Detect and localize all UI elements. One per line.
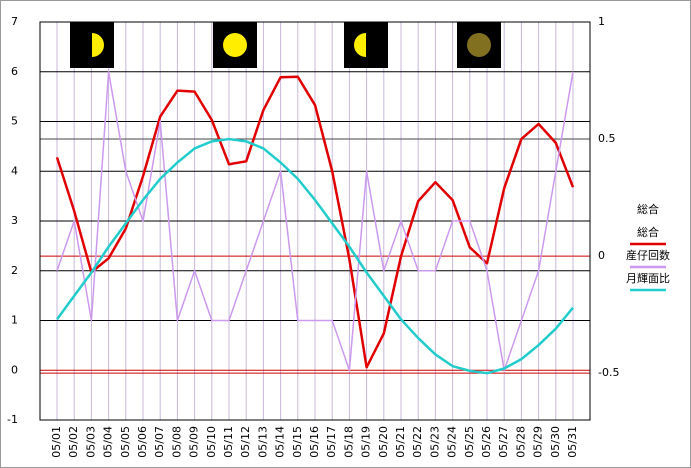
x-tick-label: 05/22	[411, 426, 424, 458]
moon-icon	[354, 33, 366, 57]
x-tick-label: 05/25	[463, 426, 476, 458]
x-tick-label: 05/04	[102, 426, 115, 458]
y-tick-label: 3	[11, 214, 18, 227]
x-tick-label: 05/05	[119, 426, 132, 458]
legend-label: 産仔回数	[626, 249, 670, 262]
x-tick-label: 05/20	[377, 426, 390, 458]
moon-icons	[70, 22, 501, 68]
x-tick-label: 05/08	[170, 426, 183, 458]
legend-label: 総合	[637, 225, 659, 239]
y2-tick-label: 1	[598, 15, 605, 28]
legend-label: 月輝面比	[626, 272, 670, 285]
x-tick-label: 05/02	[67, 426, 80, 458]
moon-icon	[223, 33, 247, 57]
plot-border	[39, 21, 591, 421]
x-tick-label: 05/03	[84, 426, 97, 458]
y-tick-label: 7	[11, 15, 18, 28]
x-tick-label: 05/14	[274, 426, 287, 458]
x-tick-label: 05/17	[325, 426, 338, 458]
x-tick-label: 05/27	[497, 426, 510, 458]
x-tick-label: 05/28	[514, 426, 527, 458]
y-tick-label: 6	[11, 65, 18, 78]
x-tick-label: 05/30	[549, 426, 562, 458]
y-tick-label: 2	[11, 264, 18, 277]
y-tick-label: 4	[11, 164, 18, 177]
moon-icon	[467, 33, 491, 57]
moon-icon	[92, 33, 104, 57]
legend-title: 総合	[637, 202, 659, 216]
x-tick-label: 05/15	[291, 426, 304, 458]
x-tick-label: 05/23	[428, 426, 441, 458]
series-line	[55, 137, 574, 375]
x-tick-label: 05/09	[188, 426, 201, 458]
x-tick-label: 05/29	[532, 426, 545, 458]
x-tick-label: 05/10	[205, 426, 218, 458]
x-tick-label: 05/26	[480, 426, 493, 458]
x-tick-label: 05/16	[308, 426, 321, 458]
y-tick-label: 1	[11, 314, 18, 327]
x-tick-label: 05/01	[50, 426, 63, 458]
x-tick-label: 05/18	[342, 426, 355, 458]
x-tick-label: 05/19	[360, 426, 373, 458]
y2-tick-label: 0.5	[598, 132, 616, 145]
x-tick-label: 05/21	[394, 426, 407, 458]
x-tick-label: 05/06	[136, 426, 149, 458]
x-tick-label: 05/24	[446, 426, 459, 458]
x-tick-label: 05/12	[239, 426, 252, 458]
x-tick-label: 05/07	[153, 426, 166, 458]
y-tick-label: 0	[11, 363, 18, 376]
y2-tick-label: 0	[598, 249, 605, 262]
y-tick-label: 5	[11, 115, 18, 128]
x-tick-label: 05/31	[566, 426, 579, 458]
x-tick-label: 05/11	[222, 426, 235, 458]
y2-tick-label: -0.5	[598, 366, 619, 379]
y-tick-label: -1	[7, 413, 18, 426]
series-line	[56, 71, 574, 371]
series-line	[55, 75, 575, 369]
x-tick-label: 05/13	[256, 426, 269, 458]
